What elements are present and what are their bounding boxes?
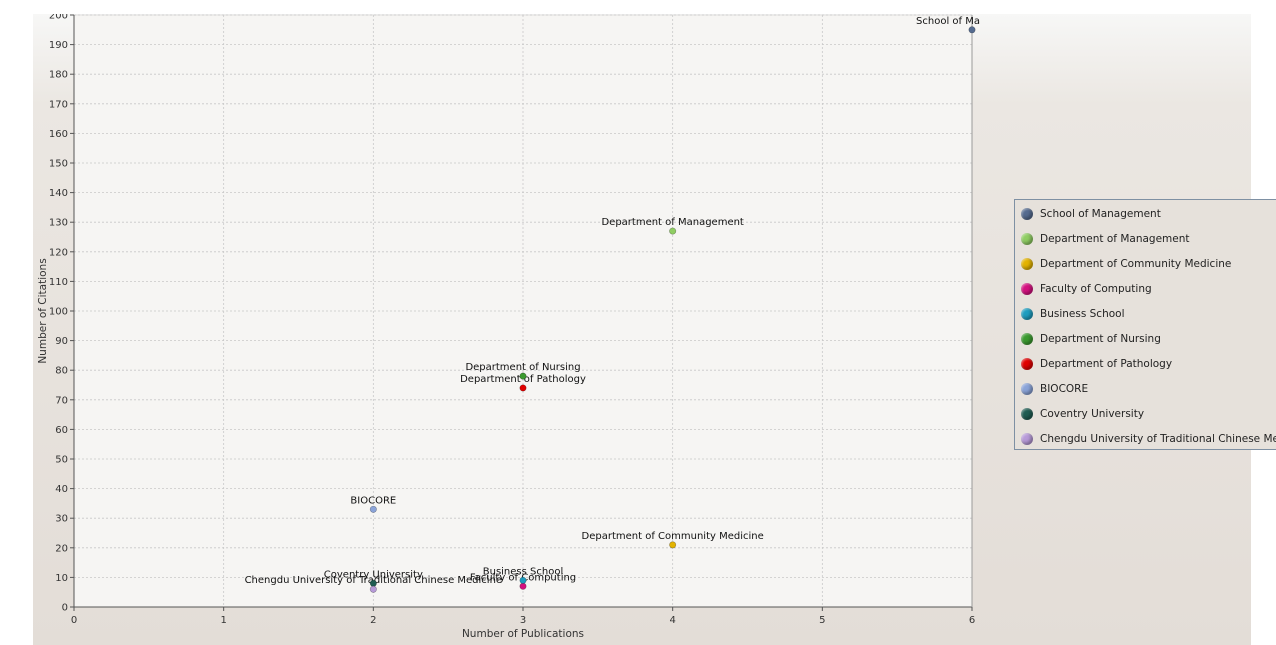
legend-label: Department of Nursing: [1040, 333, 1161, 345]
y-tick-label: 110: [49, 277, 68, 288]
y-tick-label: 170: [49, 99, 68, 110]
legend-label: BIOCORE: [1040, 383, 1089, 395]
data-point[interactable]: [669, 227, 677, 235]
y-tick-label: 150: [49, 159, 68, 170]
legend-label: Coventry University: [1040, 408, 1145, 420]
y-tick-label: 160: [49, 129, 68, 140]
y-tick-label: 100: [49, 307, 68, 318]
point-label: BIOCORE: [350, 495, 396, 506]
legend-label: Business School: [1040, 308, 1125, 320]
data-point[interactable]: [519, 384, 527, 392]
y-tick-label: 180: [49, 70, 68, 81]
y-tick-label: 90: [55, 336, 68, 347]
legend-label: School of Management: [1040, 208, 1161, 220]
y-axis-title: Number of Citations: [37, 258, 49, 363]
y-tick-label: 130: [49, 218, 68, 229]
data-point[interactable]: [968, 26, 976, 34]
legend-marker: [1021, 308, 1033, 320]
legend-marker: [1021, 408, 1033, 420]
point-label: Business School: [483, 566, 563, 577]
x-tick-label: 0: [71, 615, 77, 626]
data-point[interactable]: [369, 579, 377, 587]
legend-label: Department of Pathology: [1040, 358, 1173, 370]
data-points[interactable]: [369, 26, 976, 593]
y-tick-label: 80: [55, 366, 68, 377]
legend-marker: [1021, 358, 1033, 370]
legend-label: Department of Management: [1040, 233, 1190, 245]
tick-labels: 0102030405060708090100110120130140150160…: [49, 14, 975, 626]
y-tick-label: 30: [55, 514, 68, 525]
x-axis-title: Number of Publications: [462, 628, 584, 640]
legend-marker: [1021, 233, 1033, 245]
x-tick-label: 3: [520, 615, 526, 626]
data-point[interactable]: [369, 505, 377, 513]
x-tick-label: 5: [819, 615, 825, 626]
y-tick-label: 200: [49, 14, 68, 22]
data-point[interactable]: [669, 541, 677, 549]
x-tick-label: 2: [370, 615, 376, 626]
data-point[interactable]: [519, 576, 527, 584]
point-label: Department of Community Medicine: [582, 531, 764, 542]
legend-marker: [1021, 383, 1033, 395]
legend-marker: [1021, 333, 1033, 345]
y-tick-label: 190: [49, 40, 68, 51]
y-tick-label: 120: [49, 247, 68, 258]
legend: School of Management Department of Manage…: [1014, 199, 1276, 450]
legend-marker: [1021, 433, 1033, 445]
y-tick-label: 60: [55, 425, 68, 436]
y-tick-label: 50: [55, 455, 68, 466]
legend-label: Faculty of Computing: [1040, 283, 1152, 295]
x-tick-label: 4: [669, 615, 675, 626]
chart-panel: 0 10 20 30 40 50 60 70 80 90 100 110 120 130 140 150 160…: [33, 14, 1276, 645]
point-label: Department of Management: [601, 217, 743, 228]
data-point[interactable]: [519, 582, 527, 590]
y-tick-label: 40: [55, 484, 68, 495]
legend-label: Department of Community Medicine: [1040, 258, 1232, 270]
point-label: Department of Pathology: [460, 374, 586, 385]
y-tick-label: 10: [55, 573, 68, 584]
data-point[interactable]: [369, 585, 377, 593]
y-tick-label: 70: [55, 395, 68, 406]
grid: [74, 14, 972, 607]
legend-marker: [1021, 208, 1033, 220]
legend-marker: [1021, 258, 1033, 270]
point-label: Coventry University: [324, 569, 423, 580]
data-point[interactable]: [519, 372, 527, 380]
y-tick-label: 0: [62, 603, 68, 614]
legend-marker: [1021, 283, 1033, 295]
x-tick-label: 6: [969, 615, 975, 626]
legend-label: Chengdu University of Traditional Chines…: [1040, 433, 1276, 445]
y-tick-label: 140: [49, 188, 68, 199]
point-label: School of Ma: [916, 16, 980, 27]
y-tick-label: 20: [55, 543, 68, 554]
scatter-chart: 0102030405060708090100110120130140150160…: [37, 14, 980, 640]
point-label: Department of Nursing: [465, 362, 580, 373]
x-tick-label: 1: [220, 615, 226, 626]
